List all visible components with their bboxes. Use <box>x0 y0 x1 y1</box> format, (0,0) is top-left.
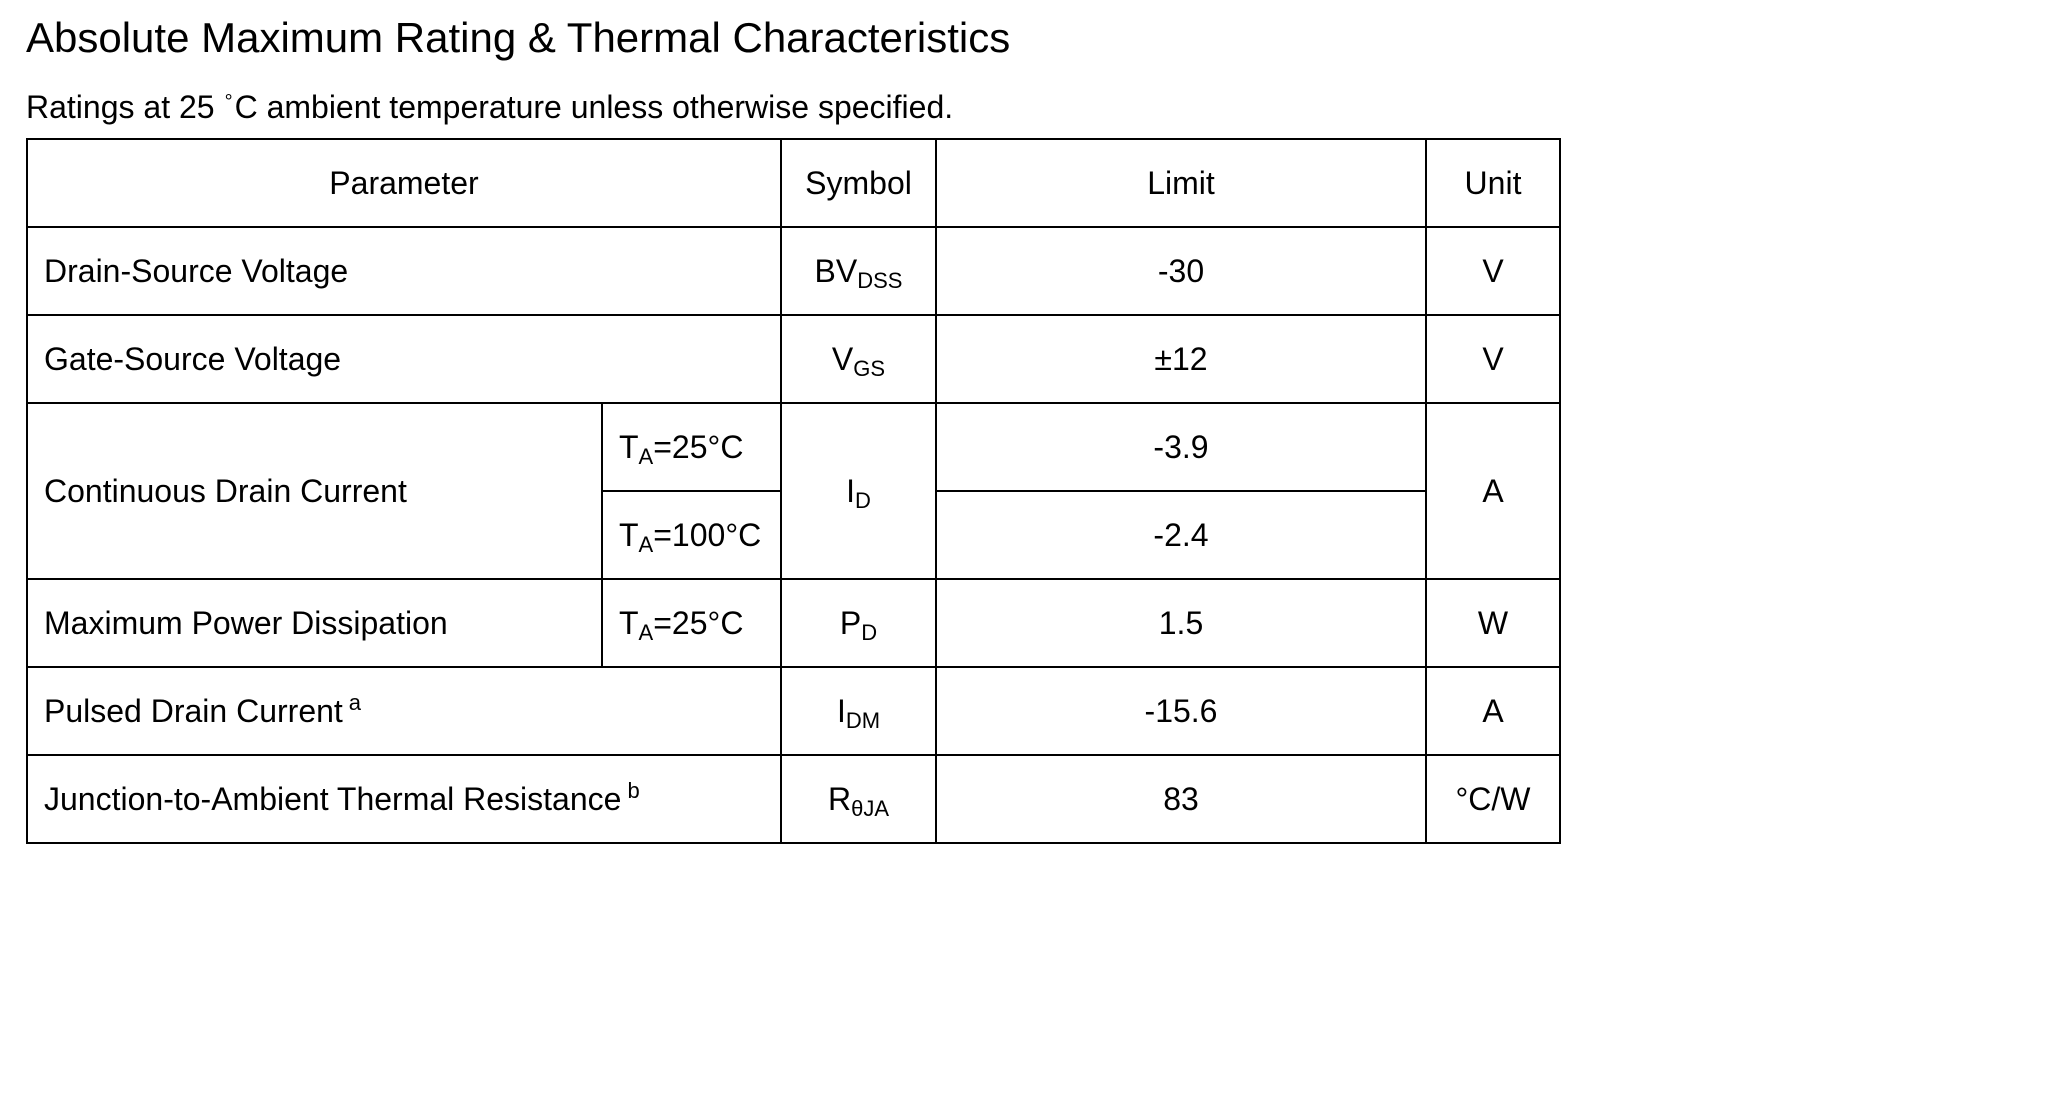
symbol-id: ID <box>780 402 937 580</box>
limit-idm: -15.6 <box>935 666 1427 756</box>
ratings-note-rest: C ambient temperature unless otherwise s… <box>234 89 954 125</box>
unit-rth: °C/W <box>1425 754 1561 844</box>
cond-main: T <box>619 516 639 553</box>
cond-rest: =100°C <box>653 516 762 553</box>
footnote-marker: a <box>348 689 362 715</box>
symbol-subscript: GS <box>853 355 886 381</box>
cond-subscript: A <box>638 531 654 557</box>
limit-id-100: -2.4 <box>935 490 1427 580</box>
symbol-main: R <box>827 780 852 817</box>
ratings-note: Ratings at 25 °C ambient temperature unle… <box>26 84 953 135</box>
param-continuous-drain-current: Continuous Drain Current <box>26 402 603 580</box>
symbol-rthja: RθJA <box>780 754 937 844</box>
symbol-main: P <box>839 604 862 641</box>
param-drain-source-voltage: Drain-Source Voltage <box>26 226 782 316</box>
symbol-main: V <box>831 340 854 377</box>
unit-vds: V <box>1425 226 1561 316</box>
symbol-subscript: D <box>855 487 871 513</box>
table-row: Continuous Drain Current TA=25°C ID -3.9… <box>26 402 1561 580</box>
condition-ta-25: TA=25°C <box>601 578 782 668</box>
header-limit: Limit <box>935 138 1427 228</box>
footnote-marker: b <box>627 777 640 803</box>
param-pulsed-drain-current: Pulsed Drain Current a <box>26 666 782 756</box>
unit-pd: W <box>1425 578 1561 668</box>
condition-ta-100: TA=100°C <box>601 490 782 580</box>
limit-id-25: -3.9 <box>935 402 1427 492</box>
page-title: Absolute Maximum Rating & Thermal Charac… <box>26 14 1011 61</box>
symbol-subscript: DSS <box>857 267 903 293</box>
header-symbol: Symbol <box>780 138 937 228</box>
header-unit: Unit <box>1425 138 1561 228</box>
ratings-table: Parameter Symbol Limit Unit Drain-Source… <box>26 138 1561 844</box>
unit-idm: A <box>1425 666 1561 756</box>
symbol-idm: IDM <box>780 666 937 756</box>
header-parameter: Parameter <box>26 138 782 228</box>
cond-rest: =25°C <box>653 604 744 641</box>
degree-symbol: ° <box>224 91 233 113</box>
cond-main: T <box>619 428 639 465</box>
symbol-main: BV <box>814 252 858 289</box>
limit-rth: 83 <box>935 754 1427 844</box>
param-gate-source-voltage: Gate-Source Voltage <box>26 314 782 404</box>
cond-main: T <box>619 604 639 641</box>
param-text: Junction-to-Ambient Thermal Resistance <box>44 780 622 817</box>
unit-vgs: V <box>1425 314 1561 404</box>
table-row: Junction-to-Ambient Thermal Resistance b … <box>26 754 1561 844</box>
limit-vds: -30 <box>935 226 1427 316</box>
condition-ta-25: TA=25°C <box>601 402 782 492</box>
symbol-pd: PD <box>780 578 937 668</box>
table-row: Pulsed Drain Current a IDM -15.6 A <box>26 666 1561 756</box>
table-row: Gate-Source Voltage VGS ±12 V <box>26 314 1561 404</box>
cond-rest: =25°C <box>653 428 744 465</box>
symbol-subscript: θJA <box>851 795 890 821</box>
limit-pd: 1.5 <box>935 578 1427 668</box>
table-row: Maximum Power Dissipation TA=25°C PD 1.5… <box>26 578 1561 668</box>
cond-subscript: A <box>638 443 654 469</box>
param-max-power-dissipation: Maximum Power Dissipation <box>26 578 603 668</box>
cond-subscript: A <box>638 619 654 645</box>
symbol-vgs: VGS <box>780 314 937 404</box>
symbol-subscript: DM <box>845 707 881 733</box>
symbol-main: I <box>836 692 846 729</box>
table-row: Drain-Source Voltage BVDSS -30 V <box>26 226 1561 316</box>
table-row: TA=100°C -2.4 <box>27 490 1560 580</box>
param-text: Pulsed Drain Current <box>44 692 343 729</box>
symbol-subscript: D <box>861 619 878 645</box>
symbol-bvdss: BVDSS <box>780 226 937 316</box>
param-thermal-resistance: Junction-to-Ambient Thermal Resistance b <box>26 754 782 844</box>
table-header-row: Parameter Symbol Limit Unit <box>26 138 1561 228</box>
symbol-main: I <box>846 472 855 509</box>
limit-vgs: ±12 <box>935 314 1427 404</box>
ratings-note-prefix: Ratings at 25 <box>26 89 215 125</box>
unit-id: A <box>1425 402 1561 580</box>
